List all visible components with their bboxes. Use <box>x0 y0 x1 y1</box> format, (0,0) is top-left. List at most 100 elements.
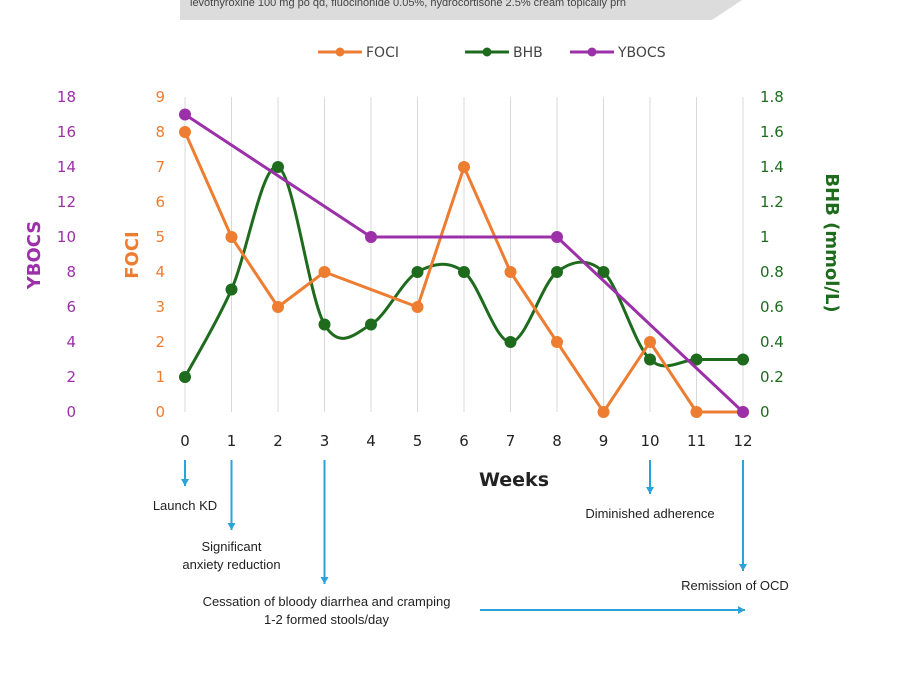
x-tick-label: 3 <box>320 432 330 450</box>
annotation-arrow-week-1-head <box>227 523 236 530</box>
bhb-data-point <box>644 353 656 366</box>
annotation-arrow-week-12-head <box>739 564 747 571</box>
foci-data-point <box>458 161 470 173</box>
x-tick-label: 7 <box>506 432 516 450</box>
foci-data-point <box>318 266 331 278</box>
bhb-data-point <box>225 283 238 296</box>
ybocs-tick-label: 12 <box>57 193 76 211</box>
x-tick-label: 5 <box>413 432 423 450</box>
ybocs-axis-title: YBOCS <box>24 221 45 291</box>
x-tick-label: 9 <box>599 432 609 450</box>
legend-marker-ybocs <box>587 47 597 57</box>
annotation-text-week-10: Diminished adherence <box>585 506 714 521</box>
bhb-data-point <box>272 161 284 173</box>
foci-data-point <box>272 301 284 313</box>
annotation-text-week-0: Launch KD <box>153 498 217 513</box>
x-tick-label: 8 <box>552 432 562 450</box>
ybocs-tick-label: 10 <box>57 228 76 246</box>
annotation-arrow-week-3-head <box>320 577 329 584</box>
bhb-data-point <box>411 266 424 278</box>
series-layer <box>179 108 749 418</box>
legend-marker-bhb <box>482 47 492 57</box>
ybocs-tick-label: 14 <box>57 158 76 176</box>
foci-tick-label: 2 <box>155 333 165 351</box>
foci-tick-label: 7 <box>155 158 165 176</box>
annotation-arrow-week-10-head <box>646 487 654 494</box>
annotation-text-week-1: anxiety reduction <box>182 557 280 572</box>
foci-data-point <box>551 336 563 348</box>
annotation-arrow-week-0-head <box>181 479 189 486</box>
foci-series-line <box>183 131 743 414</box>
bhb-tick-label: 0.6 <box>760 298 784 316</box>
foci-data-point <box>179 126 191 138</box>
ybocs-data-point <box>179 108 191 121</box>
ybocs-tick-label: 18 <box>57 88 76 106</box>
foci-tick-label: 8 <box>155 123 165 141</box>
x-tick-label: 4 <box>366 432 376 450</box>
ybocs-data-point <box>551 231 563 243</box>
ybocs-tick-label: 8 <box>66 263 76 281</box>
foci-tick-label: 3 <box>155 298 165 316</box>
x-axis-ticks: 0 1 2 3 4 5 6 7 8 9 10 11 12 <box>180 432 752 450</box>
bhb-tick-label: 1.2 <box>760 193 784 211</box>
annotation-text-week-12: Remission of OCD <box>681 578 789 593</box>
legend-marker-foci <box>335 47 345 57</box>
x-tick-label: 10 <box>640 432 659 450</box>
ybocs-tick-label: 4 <box>66 333 76 351</box>
top-banner: levothyroxine 100 mg po qd, fluocinonide… <box>180 0 742 20</box>
x-tick-label: 6 <box>459 432 469 450</box>
x-tick-label: 0 <box>180 432 190 450</box>
foci-tick-label: 0 <box>155 403 165 421</box>
annotation-arrow-duration-head <box>738 606 745 614</box>
foci-tick-label: 6 <box>155 193 165 211</box>
x-tick-label: 1 <box>227 432 237 450</box>
ybocs-data-point <box>365 231 377 243</box>
foci-tick-label: 4 <box>155 263 165 281</box>
ybocs-tick-label: 0 <box>66 403 76 421</box>
foci-tick-label: 9 <box>155 88 165 106</box>
bhb-tick-label: 0.2 <box>760 368 784 386</box>
x-tick-label: 12 <box>733 432 752 450</box>
legend-label-bhb: BHB <box>513 45 543 61</box>
annotation-text-week-3: 1-2 formed stools/day <box>264 612 390 627</box>
annotation-text-week-3: Cessation of bloody diarrhea and crampin… <box>203 594 451 609</box>
foci-data-point <box>411 301 424 313</box>
banner-text: levothyroxine 100 mg po qd, fluocinonide… <box>190 0 626 9</box>
bhb-data-point <box>179 371 191 383</box>
bhb-tick-label: 1 <box>760 228 770 246</box>
bhb-axis-title: BHB (mmol/L) <box>821 173 842 312</box>
foci-data-point <box>504 266 517 278</box>
bhb-data-point <box>318 318 331 331</box>
legend-label-foci: FOCI <box>366 45 399 61</box>
foci-tick-label: 1 <box>155 368 165 386</box>
bhb-tick-label: 0.4 <box>760 333 784 351</box>
bhb-axis: BHB (mmol/L) 0 0.2 0.4 0.6 0.8 1 1.2 1.4 1.6 1.8 <box>760 88 842 421</box>
ybocs-tick-label: 2 <box>66 368 76 386</box>
bhb-data-point <box>551 266 563 278</box>
bhb-series-line <box>183 165 743 378</box>
bhb-tick-label: 0 <box>760 403 770 421</box>
bhb-tick-label: 1.6 <box>760 123 784 141</box>
foci-tick-label: 5 <box>155 228 165 246</box>
ybocs-tick-label: 16 <box>57 123 76 141</box>
bhb-tick-label: 1.4 <box>760 158 784 176</box>
legend-label-ybocs: YBOCS <box>617 45 666 61</box>
ybocs-axis: YBOCS 0 2 4 6 8 10 12 14 16 18 <box>24 88 76 421</box>
x-tick-label: 2 <box>273 432 283 450</box>
bhb-data-point <box>690 353 703 366</box>
ybocs-data-point <box>737 406 749 418</box>
x-tick-label: 11 <box>687 432 706 450</box>
foci-data-point <box>690 406 703 418</box>
bhb-data-point <box>597 266 610 278</box>
bhb-data-point <box>458 266 470 278</box>
bhb-tick-label: 0.8 <box>760 263 784 281</box>
foci-data-point <box>597 406 610 418</box>
annotations: Launch KD Significant anxiety reduction Ces… <box>153 460 789 627</box>
bhb-tick-label: 1.8 <box>760 88 784 106</box>
ybocs-series-line <box>184 113 745 414</box>
ybocs-tick-label: 6 <box>66 298 76 316</box>
bhb-data-point <box>737 353 749 366</box>
foci-axis: FOCI 0 1 2 3 4 5 6 7 8 9 <box>122 88 165 421</box>
bhb-data-point <box>365 318 377 331</box>
foci-data-point <box>225 231 238 243</box>
